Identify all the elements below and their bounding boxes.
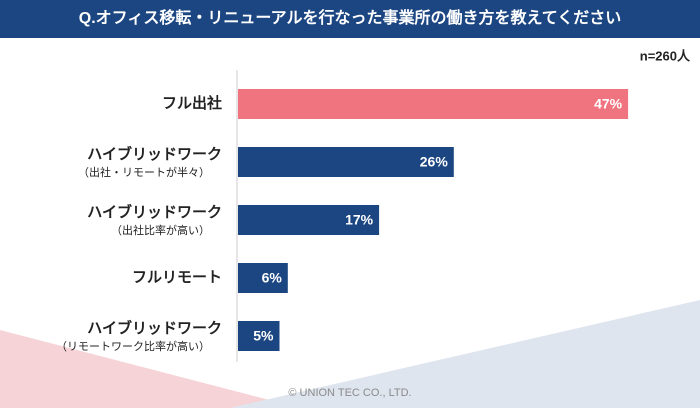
bar: [238, 263, 288, 293]
value-label: 6%: [262, 270, 283, 286]
chart-title: Q.オフィス移転・リニューアルを行なった事業所の働き方を教えてください: [79, 8, 622, 27]
category-note: （出社・リモートが半々）: [78, 165, 210, 179]
category-label: フル出社: [162, 94, 222, 112]
value-label: 26%: [420, 154, 449, 170]
category-note: （出社比率が高い）: [111, 223, 210, 237]
value-label: 47%: [594, 96, 623, 112]
category-note: （リモートワーク比率が高い）: [56, 339, 210, 353]
category-label: ハイブリッドワーク: [87, 145, 222, 163]
category-label: フルリモート: [132, 269, 222, 286]
bar: [238, 205, 380, 235]
bar: [238, 321, 280, 351]
footer: © UNION TEC CO., LTD.: [288, 387, 411, 399]
value-label: 5%: [253, 328, 274, 344]
sample-size: n=260人: [640, 48, 691, 63]
category-label: ハイブリッドワーク: [87, 319, 222, 337]
decor-pink: [0, 330, 300, 408]
decor-blue: [230, 300, 700, 408]
title-bar: [0, 0, 700, 38]
category-label: ハイブリッドワーク: [87, 203, 222, 221]
bar: [238, 89, 629, 119]
value-label: 17%: [345, 212, 374, 228]
bar: [238, 147, 454, 177]
